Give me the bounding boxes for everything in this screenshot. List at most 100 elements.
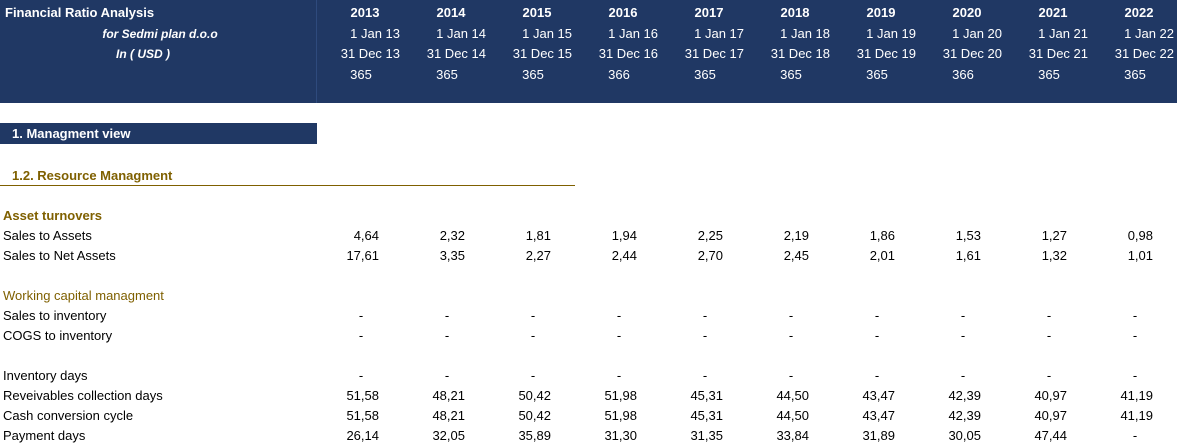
currency-label: In ( USD ) bbox=[116, 47, 170, 61]
period-days: 365 bbox=[1124, 67, 1146, 82]
group-heading: Working capital managment bbox=[3, 288, 164, 303]
cell-value: - bbox=[358, 328, 364, 343]
cell-value: 1,94 bbox=[611, 228, 637, 243]
subsection-underline bbox=[0, 185, 575, 186]
cell-value: 1,61 bbox=[955, 248, 981, 263]
cell-value: - bbox=[530, 308, 536, 323]
period-start: 1 Jan 14 bbox=[436, 26, 486, 41]
cell-value: 31,89 bbox=[862, 428, 895, 443]
cell-value: 26,14 bbox=[346, 428, 379, 443]
group-heading: Asset turnovers bbox=[3, 208, 102, 223]
cell-value: 51,58 bbox=[346, 408, 379, 423]
cell-value: 1,53 bbox=[955, 228, 981, 243]
cell-value: 32,05 bbox=[432, 428, 465, 443]
period-start: 1 Jan 20 bbox=[952, 26, 1002, 41]
cell-value: - bbox=[702, 368, 708, 383]
period-end: 31 Dec 20 bbox=[942, 46, 1002, 61]
header-divider bbox=[316, 0, 317, 103]
cell-value: - bbox=[788, 368, 794, 383]
period-end: 31 Dec 15 bbox=[512, 46, 572, 61]
cell-value: - bbox=[358, 368, 364, 383]
section-band bbox=[0, 123, 317, 144]
cell-value: 44,50 bbox=[776, 388, 809, 403]
period-end: 31 Dec 14 bbox=[426, 46, 486, 61]
period-days: 366 bbox=[608, 67, 630, 82]
cell-value: - bbox=[616, 308, 622, 323]
cell-value: 45,31 bbox=[690, 388, 723, 403]
row-label: Sales to inventory bbox=[3, 308, 107, 323]
period-start: 1 Jan 19 bbox=[866, 26, 916, 41]
period-start: 1 Jan 17 bbox=[694, 26, 744, 41]
year-header: 2015 bbox=[522, 5, 552, 20]
cell-value: 31,35 bbox=[690, 428, 723, 443]
year-header: 2016 bbox=[608, 5, 638, 20]
year-header: 2020 bbox=[952, 5, 982, 20]
cell-value: - bbox=[444, 368, 450, 383]
cell-value: 2,45 bbox=[783, 248, 809, 263]
cell-value: 42,39 bbox=[948, 388, 981, 403]
year-header: 2021 bbox=[1038, 5, 1068, 20]
period-start: 1 Jan 21 bbox=[1038, 26, 1088, 41]
cell-value: - bbox=[874, 328, 880, 343]
cell-value: 51,98 bbox=[604, 408, 637, 423]
cell-value: - bbox=[702, 328, 708, 343]
cell-value: 50,42 bbox=[518, 388, 551, 403]
cell-value: 1,01 bbox=[1127, 248, 1153, 263]
year-header: 2017 bbox=[694, 5, 724, 20]
cell-value: - bbox=[1132, 308, 1138, 323]
cell-value: 2,25 bbox=[697, 228, 723, 243]
cell-value: 43,47 bbox=[862, 408, 895, 423]
year-header: 2019 bbox=[866, 5, 896, 20]
cell-value: 0,98 bbox=[1127, 228, 1153, 243]
period-days: 365 bbox=[866, 67, 888, 82]
period-days: 365 bbox=[780, 67, 802, 82]
period-start: 1 Jan 13 bbox=[350, 26, 400, 41]
cell-value: - bbox=[788, 328, 794, 343]
period-end: 31 Dec 17 bbox=[684, 46, 744, 61]
cell-value: - bbox=[358, 308, 364, 323]
cell-value: 2,44 bbox=[611, 248, 637, 263]
year-header: 2013 bbox=[350, 5, 380, 20]
cell-value: 35,89 bbox=[518, 428, 551, 443]
cell-value: 51,58 bbox=[346, 388, 379, 403]
period-start: 1 Jan 16 bbox=[608, 26, 658, 41]
section-title: 1. Managment view bbox=[12, 126, 131, 141]
cell-value: 44,50 bbox=[776, 408, 809, 423]
cell-value: 2,32 bbox=[439, 228, 465, 243]
cell-value: 47,44 bbox=[1034, 428, 1067, 443]
cell-value: - bbox=[960, 328, 966, 343]
cell-value: - bbox=[1046, 368, 1052, 383]
cell-value: 2,01 bbox=[869, 248, 895, 263]
cell-value: 31,30 bbox=[604, 428, 637, 443]
period-start: 1 Jan 15 bbox=[522, 26, 572, 41]
cell-value: 42,39 bbox=[948, 408, 981, 423]
year-header: 2014 bbox=[436, 5, 466, 20]
period-days: 365 bbox=[694, 67, 716, 82]
row-label: Payment days bbox=[3, 428, 86, 443]
cell-value: - bbox=[1132, 328, 1138, 343]
cell-value: - bbox=[874, 308, 880, 323]
period-start: 1 Jan 22 bbox=[1124, 26, 1174, 41]
row-label: Sales to Net Assets bbox=[3, 248, 116, 263]
period-end: 31 Dec 16 bbox=[598, 46, 658, 61]
period-days: 365 bbox=[436, 67, 458, 82]
cell-value: - bbox=[616, 328, 622, 343]
year-header: 2022 bbox=[1124, 5, 1154, 20]
cell-value: 1,86 bbox=[869, 228, 895, 243]
cell-value: 45,31 bbox=[690, 408, 723, 423]
cell-value: - bbox=[1132, 368, 1138, 383]
cell-value: - bbox=[702, 308, 708, 323]
cell-value: 1,81 bbox=[525, 228, 551, 243]
year-header: 2018 bbox=[780, 5, 810, 20]
period-days: 365 bbox=[522, 67, 544, 82]
header-band bbox=[0, 0, 1177, 103]
period-days: 365 bbox=[1038, 67, 1060, 82]
row-label: Sales to Assets bbox=[3, 228, 92, 243]
cell-value: 4,64 bbox=[353, 228, 379, 243]
row-label: Inventory days bbox=[3, 368, 88, 383]
cell-value: 30,05 bbox=[948, 428, 981, 443]
row-label: Reveivables collection days bbox=[3, 388, 163, 403]
cell-value: 40,97 bbox=[1034, 408, 1067, 423]
cell-value: - bbox=[444, 328, 450, 343]
